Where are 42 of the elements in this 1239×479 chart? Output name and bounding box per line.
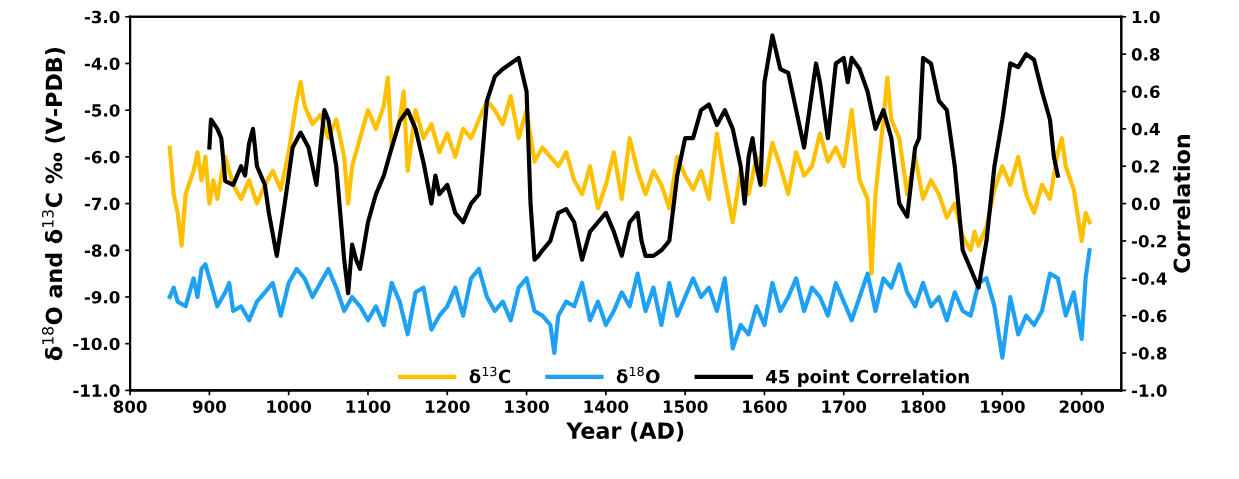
y2-tick-label: -1.0	[1131, 384, 1167, 397]
x-tick-label: 1300	[505, 400, 549, 414]
y-tick-label: -4.0	[84, 57, 120, 71]
y2-tick-label: -0.2	[1131, 234, 1167, 248]
y2-tick-label: 0.6	[1131, 85, 1160, 99]
y2-tick-label: 0.2	[1131, 160, 1160, 173]
x-tick-label: 1800	[901, 400, 946, 414]
x-tick-label: 1600	[743, 400, 787, 414]
legend-label: 45 point Correlation	[766, 369, 969, 387]
line-series	[167, 248, 1092, 360]
x-tick-label: 2000	[1059, 400, 1105, 414]
x-tick-label: 1500	[663, 400, 708, 414]
y2-tick-label: 0.8	[1131, 48, 1160, 61]
x-tick-label: 1200	[425, 400, 470, 414]
y2-tick-label: -0.4	[1131, 272, 1167, 285]
x-axis-title: Year (AD)	[566, 421, 684, 442]
x-tick-label: 1000	[267, 400, 312, 414]
x-tick-label: 1400	[584, 400, 629, 414]
y2-axis-title: Correlation	[1173, 135, 1191, 273]
y-tick-label: -8.0	[84, 244, 120, 257]
line-series	[207, 33, 1060, 296]
y2-tick-label: 0.4	[1131, 122, 1160, 136]
x-tick-label: 800	[113, 400, 147, 414]
x-tick-label: 1100	[346, 400, 391, 414]
y-tick-label: -5.0	[84, 104, 120, 117]
y2-tick-label: -0.6	[1131, 309, 1167, 323]
y2-tick-label: 1.0	[1132, 10, 1160, 24]
y2-tick-label: 0.0	[1131, 197, 1160, 211]
x-tick-label: 1700	[822, 400, 867, 414]
y2-tick-label: -0.8	[1131, 346, 1167, 360]
legend-label: δ$^{13}$C	[469, 366, 511, 384]
legend-label: δ$^{18}$O	[616, 366, 660, 384]
x-tick-label: 900	[192, 400, 226, 414]
y-tick-label: -9.0	[84, 290, 120, 304]
y-axis-title: δ$^{18}$O and δ$^{13}$C ‰ (V-PDB)	[41, 48, 65, 361]
y-tick-label: -11.0	[73, 384, 120, 397]
y-tick-label: -6.0	[84, 150, 120, 164]
y-tick-label: -3.0	[84, 10, 120, 24]
x-tick-label: 1900	[981, 400, 1025, 414]
line-series	[167, 75, 1092, 276]
y-tick-label: -10.0	[73, 337, 120, 351]
y-tick-label: -7.0	[84, 197, 120, 211]
